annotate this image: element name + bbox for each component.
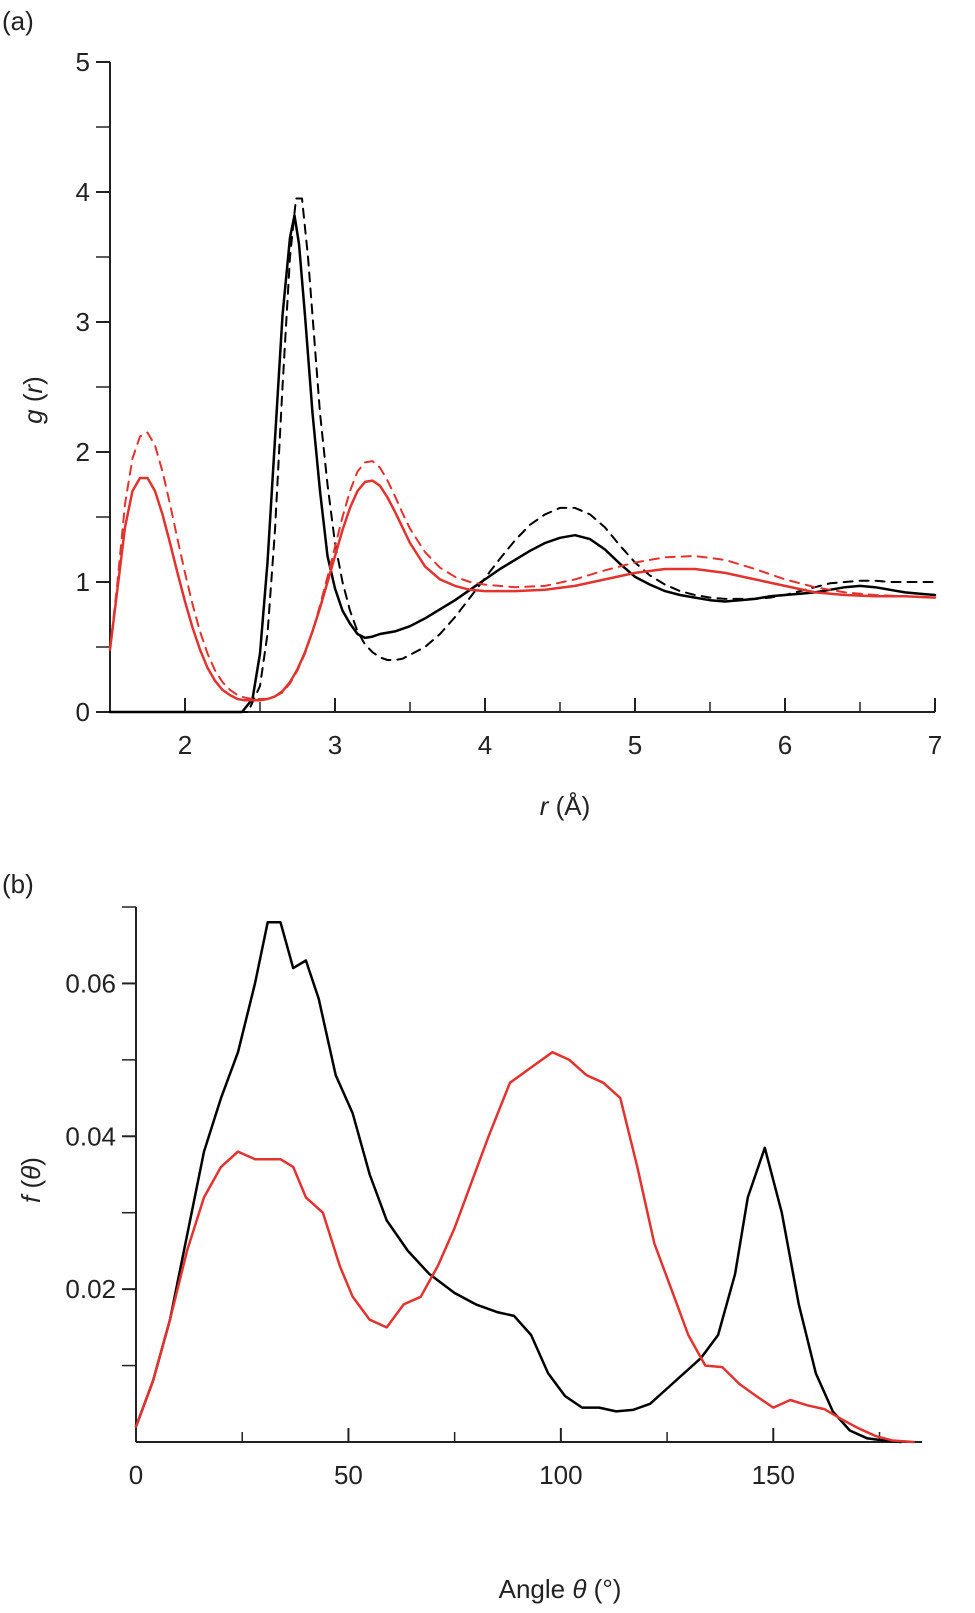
panel-b-series xyxy=(134,921,915,1444)
panel-a-x-tick-label: 4 xyxy=(478,730,492,760)
panel-b-y-axis-title-open: ( xyxy=(16,1179,46,1195)
panel-a-x-tick-label: 7 xyxy=(928,730,942,760)
panel-b-y-axis-title: f (θ) xyxy=(16,1157,46,1203)
panel-b-x-axis-title-var: θ xyxy=(572,1574,586,1604)
panel-a-y-axis-title-open: ( xyxy=(18,393,48,409)
panel-b-x-axis-title-unit: (°) xyxy=(586,1574,621,1604)
panel-a-x-tick-label: 2 xyxy=(178,730,192,760)
panel-a-series-line-3 xyxy=(108,476,937,702)
panel-a-y-axis-title-close: ) xyxy=(18,376,48,385)
panel-a-y-tick-label: 3 xyxy=(76,307,90,337)
panel-a-series xyxy=(108,197,937,714)
panel-b-x-tick-label: 100 xyxy=(539,1460,582,1490)
panel-a-axes: 0 1 2 3 4 5 2 3 4 5 6 7 xyxy=(76,47,943,760)
panel-a-series-line-4 xyxy=(109,431,936,700)
panel-b-series-line-2 xyxy=(134,1050,915,1444)
panel-a-y-tick-label: 5 xyxy=(76,47,90,77)
panel-b-y-tick-label: 0.04 xyxy=(65,1121,116,1151)
panel-b-x-tick-label: 150 xyxy=(752,1460,795,1490)
panel-b-axes: 0.02 0.04 0.06 0 50 100 150 xyxy=(65,906,922,1490)
panel-b-label: (b) xyxy=(2,869,34,899)
panel-a-y-tick-label: 1 xyxy=(76,567,90,597)
panel-a-y-tick-label: 2 xyxy=(76,437,90,467)
panel-a-series-line-1 xyxy=(108,214,937,714)
panel-a-y-axis-title-var: r xyxy=(18,383,48,393)
panel-b-y-tick-label: 0.02 xyxy=(65,1274,116,1304)
panel-a-y-tick-label: 4 xyxy=(76,177,90,207)
panel-a-label: (a) xyxy=(2,6,34,36)
panel-a-series-line-2 xyxy=(109,197,936,713)
panel-a-x-tick-label: 3 xyxy=(328,730,342,760)
panel-b: (b) 0.02 0.04 0.06 0 50 100 150 Angle θ (°) f … xyxy=(2,869,922,1604)
panel-a-y-axis-title: g (r) xyxy=(18,376,48,424)
panel-a-x-tick-label: 5 xyxy=(628,730,642,760)
panel-b-x-axis-title: Angle θ (°) xyxy=(499,1574,622,1604)
panel-b-x-axis-title-word: Angle xyxy=(499,1574,573,1604)
panel-a-x-axis-title-unit: (Å) xyxy=(548,791,590,821)
panel-a-x-axis-title-var: r xyxy=(540,791,550,821)
panel-b-x-tick-label: 50 xyxy=(334,1460,363,1490)
panel-a-y-tick-label: 0 xyxy=(76,697,90,727)
panel-a-y-axis-title-func: g xyxy=(18,409,48,424)
panel-b-series-line-1 xyxy=(134,921,903,1444)
panel-b-y-axis-title-func: f xyxy=(16,1193,46,1203)
panel-a-x-tick-label: 6 xyxy=(778,730,792,760)
panel-b-x-tick-label: 0 xyxy=(129,1460,143,1490)
panel-a-x-axis-title: r (Å) xyxy=(540,791,591,821)
panel-b-y-axis-title-close: ) xyxy=(16,1157,46,1166)
panel-b-y-axis-title-var: θ xyxy=(16,1166,46,1180)
panel-b-y-tick-label: 0.06 xyxy=(65,968,116,998)
